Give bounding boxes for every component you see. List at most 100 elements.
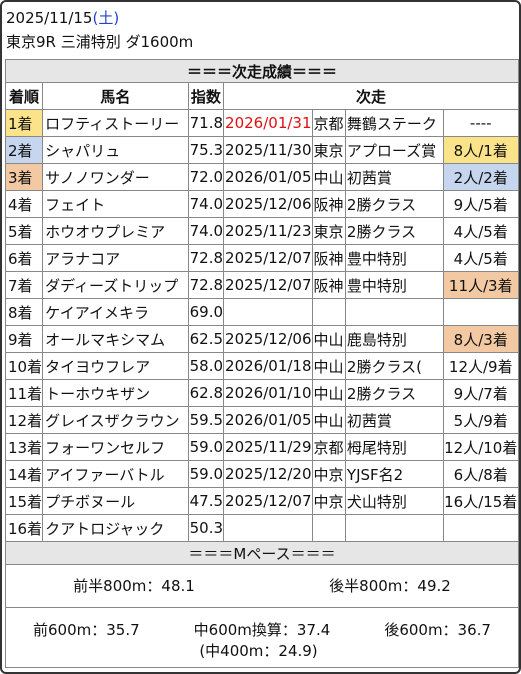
next-venue-cell: 東京 [311,136,346,164]
section-title-next-results: ＝＝＝次走成績＝＝＝ [5,59,519,83]
next-venue-cell: 京都 [311,433,346,461]
horse-name-cell: グレイスザクラウン [42,406,189,434]
horse-name-cell: サノノワンダー [42,163,189,191]
next-date-cell: 2025/12/06 [223,190,313,218]
index-cell: 50.3 [187,514,225,542]
next-race-cell: 犬山特別 [344,487,444,515]
rank-cell: 4着 [4,190,44,218]
col-header-rank: 着順 [4,82,44,110]
next-venue-cell [311,514,346,542]
index-cell: 72.0 [187,163,225,191]
table-row: 10着 タイヨウフレア 58.0 2026/01/18 中山 2勝クラス(12人/9着 [4,352,519,380]
next-race-cell: 2勝クラス [344,217,444,245]
index-cell: 58.0 [187,352,225,380]
next-race-cell: 初茜賞 [344,406,444,434]
next-venue-cell: 中山 [311,406,346,434]
next-result-cell: 12人/9着 [442,352,519,380]
table-row: 6着 アラナコア 72.8 2025/12/07 阪神 豊中特別 4人/5着 [4,244,519,272]
next-venue-cell [311,298,346,326]
next-venue-cell: 阪神 [311,271,346,299]
index-cell: 69.0 [187,298,225,326]
rank-cell: 6着 [4,244,44,272]
next-race-cell [344,298,444,326]
next-result-cell: ---- [442,109,519,137]
horse-name-cell: タイヨウフレア [42,352,189,380]
next-result-cell: 6人/8着 [442,460,519,488]
table-row: 7着 ダディーズトリップ 72.8 2025/12/07 阪神 豊中特別 11人/3着 [4,271,519,299]
next-date-cell: 2025/12/20 [223,460,313,488]
table-row: 2着 シャパリュ 75.3 2025/11/30 東京 アプローズ賞 8人/1着 [4,136,519,164]
next-race-cell [344,514,444,542]
results-table: ＝＝＝次走成績＝＝＝ 着順 馬名 指数 次走 1着 ロフティストーリー 71.8 20… [4,59,519,668]
index-cell: 62.8 [187,379,225,407]
table-row: 13着 フォーワンセルフ 59.0 2025/11/29 京都 栂尾特別 12人/10着 [4,433,519,461]
table-row: 4着 フェイト 74.0 2025/12/06 阪神 2勝クラス 9人/5着 [4,190,519,218]
next-result-cell: 4人/5着 [442,244,519,272]
table-row: 14着 アイファーバトル 59.0 2025/12/20 中京 YJSF名2 6人/8着 [4,460,519,488]
index-cell: 59.5 [187,406,225,434]
next-date-cell: 2025/11/23 [223,217,313,245]
next-date-cell: 2026/01/05 [223,406,313,434]
next-venue-cell: 中山 [311,352,346,380]
next-result-cell: 9人/7着 [442,379,519,407]
next-result-cell [442,298,519,326]
table-row: 8着 ケイアイメキラ 69.0 [4,298,519,326]
pace-mid-600: 中600m換算：37.4 [193,621,331,639]
table-row: 5着 ホウオウプレミア 74.0 2025/11/23 東京 2勝クラス 4人/5着 [4,217,519,245]
next-date-cell: 2025/12/07 [223,244,313,272]
next-venue-cell: 中山 [311,325,346,353]
next-race-cell: 2勝クラス( [344,352,444,380]
weekday-text: (土) [92,9,120,27]
col-header-next: 次走 [223,82,519,110]
pace-mid-400: (中400m：24.9) [199,642,318,660]
rank-cell: 7着 [4,271,44,299]
next-race-cell: 豊中特別 [344,244,444,272]
rank-cell: 14着 [4,460,44,488]
rank-cell: 15着 [4,487,44,515]
next-result-cell: 12人/10着 [442,433,519,461]
index-cell: 72.8 [187,271,225,299]
horse-name-cell: ホウオウプレミア [42,217,189,245]
pace-back-600: 後600m：36.7 [384,621,491,639]
next-race-cell: 舞鶴ステーク [344,109,444,137]
index-cell: 71.8 [187,109,225,137]
next-date-cell: 2026/01/31 [223,109,313,137]
col-header-horse: 馬名 [42,82,189,110]
horse-name-cell: フェイト [42,190,189,218]
horse-name-cell: プチボヌール [42,487,189,515]
next-result-cell: 8人/3着 [442,325,519,353]
next-race-cell: YJSF名2 [344,460,444,488]
table-row: 12着 グレイスザクラウン 59.5 2026/01/05 中山 初茜賞 5人/9着 [4,406,519,434]
section-title-pace: ＝＝＝Mペース＝＝＝ [5,541,519,565]
race-date: 2025/11/15(土) [6,8,119,28]
next-date-cell: 2025/12/07 [223,271,313,299]
index-cell: 62.5 [187,325,225,353]
horse-name-cell: アラナコア [42,244,189,272]
horse-name-cell: オールマキシマム [42,325,189,353]
next-date-cell: 2026/01/05 [223,163,313,191]
table-row: 16着 クアトロジャック 50.3 [4,514,519,542]
table-row: 11着 トーホウキザン 62.8 2026/01/10 中山 2勝クラス 9人/7着 [4,379,519,407]
next-result-cell: 11人/3着 [442,271,519,299]
index-cell: 72.8 [187,244,225,272]
rank-cell: 11着 [4,379,44,407]
index-cell: 75.3 [187,136,225,164]
rank-cell: 13着 [4,433,44,461]
next-date-cell: 2026/01/18 [223,352,313,380]
index-cell: 74.0 [187,217,225,245]
next-race-cell: 2勝クラス [344,190,444,218]
index-cell: 59.0 [187,460,225,488]
rank-cell: 2着 [4,136,44,164]
horse-name-cell: アイファーバトル [42,460,189,488]
rank-cell: 12着 [4,406,44,434]
rank-cell: 8着 [4,298,44,326]
next-venue-cell: 中山 [311,163,346,191]
horse-name-cell: トーホウキザン [42,379,189,407]
rank-cell: 5着 [4,217,44,245]
rank-cell: 9着 [4,325,44,353]
next-venue-cell: 東京 [311,217,346,245]
next-result-cell: 2人/2着 [442,163,519,191]
horse-name-cell: フォーワンセルフ [42,433,189,461]
table-row: 15着 プチボヌール 47.5 2025/12/07 中京 犬山特別 16人/15着 [4,487,519,515]
next-race-cell: 鹿島特別 [344,325,444,353]
